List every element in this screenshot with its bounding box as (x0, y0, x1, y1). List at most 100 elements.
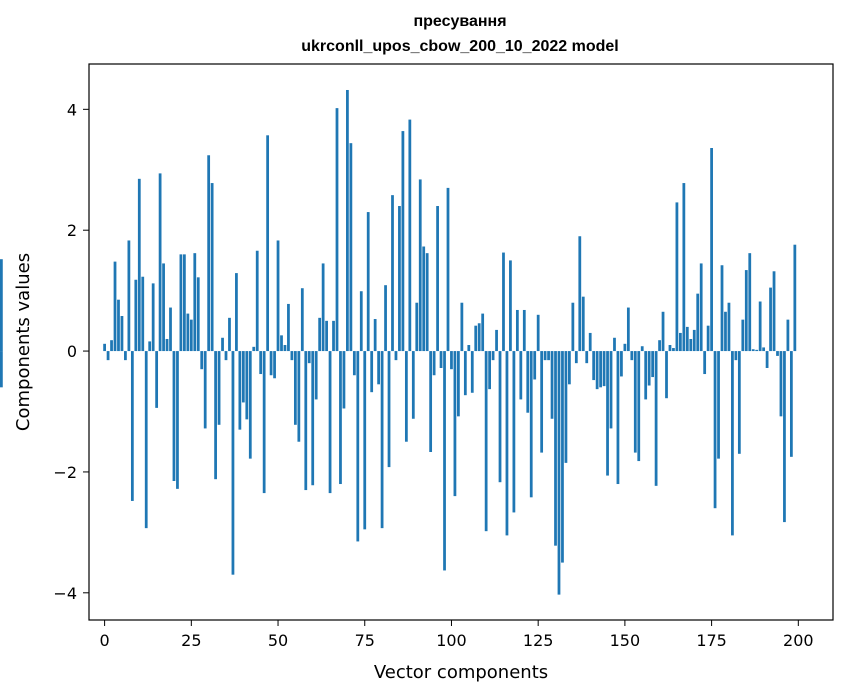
bar (380, 351, 384, 529)
bar (696, 293, 700, 352)
bar (290, 351, 294, 361)
bar (713, 351, 717, 509)
bar (418, 179, 422, 352)
bar (793, 244, 797, 352)
bar (172, 351, 176, 481)
bar (359, 291, 363, 352)
bar (741, 319, 745, 352)
bar (352, 351, 356, 376)
bar (443, 351, 446, 571)
bar (477, 323, 481, 352)
bar (557, 351, 561, 595)
bar (751, 349, 755, 352)
bar (606, 351, 609, 476)
bar (248, 351, 252, 459)
bar (307, 351, 311, 364)
bar (717, 351, 720, 459)
bar (460, 302, 464, 352)
bar (134, 279, 138, 352)
bar (311, 351, 315, 486)
bar (207, 155, 211, 352)
bar (287, 303, 290, 352)
y-axis-label: Components values (13, 253, 34, 431)
bar (522, 309, 526, 352)
bar (599, 351, 602, 388)
bar (273, 351, 276, 379)
y-tick-label: −2 (53, 463, 77, 482)
bar (238, 351, 242, 430)
bar (692, 329, 696, 352)
y-tick-label: −4 (53, 584, 77, 603)
bar (457, 351, 460, 417)
bar (328, 351, 332, 494)
bar (637, 351, 641, 462)
bar (373, 319, 377, 352)
bar (179, 254, 183, 352)
bar (429, 351, 433, 452)
bar (262, 351, 266, 494)
bar (241, 351, 245, 403)
bar (620, 351, 623, 377)
bar (519, 351, 523, 400)
bar (512, 351, 516, 513)
bar (547, 351, 550, 361)
bar (124, 351, 127, 361)
bar (602, 351, 606, 387)
bar (689, 338, 693, 352)
bar (453, 351, 457, 497)
x-tick-label: 75 (355, 631, 375, 650)
bar (151, 283, 155, 352)
bar (293, 351, 297, 425)
bar (130, 351, 134, 501)
bar (644, 351, 648, 400)
bar (210, 183, 214, 352)
bar (515, 309, 519, 352)
bar (106, 351, 110, 361)
bar (408, 119, 412, 352)
bar (235, 273, 238, 352)
bar (339, 351, 342, 485)
bar (592, 351, 596, 381)
bar (436, 206, 439, 352)
x-tick-label: 150 (610, 631, 641, 650)
bar (183, 254, 186, 352)
bar (398, 206, 401, 352)
bar (571, 302, 575, 352)
bar (200, 351, 204, 370)
bar (255, 250, 259, 352)
bar (578, 236, 582, 352)
x-tick-label: 125 (523, 631, 554, 650)
bar (252, 346, 256, 352)
bar (370, 351, 374, 393)
bar (765, 351, 769, 368)
bar (189, 319, 193, 352)
bar (779, 351, 783, 417)
bar (332, 320, 335, 352)
bar (342, 351, 346, 409)
bar (148, 341, 152, 352)
bar (623, 343, 627, 352)
bar (356, 351, 360, 542)
x-tick-label: 200 (783, 631, 814, 650)
bar (276, 240, 280, 352)
bar (474, 325, 478, 352)
bar (526, 351, 530, 413)
bar (568, 351, 571, 385)
plot-frame (88, 63, 834, 621)
bar (682, 183, 686, 352)
x-tick-label: 25 (181, 631, 201, 650)
bar (672, 348, 675, 352)
bar (533, 351, 537, 380)
bar (564, 351, 568, 463)
bar (120, 316, 124, 352)
bar (304, 351, 308, 491)
bar (491, 351, 495, 361)
x-axis-ticks: 0 25 50 75 100 125 150 175 200 (100, 620, 814, 650)
bar (654, 351, 658, 486)
bar (561, 351, 564, 563)
bar (349, 143, 353, 352)
bar (346, 89, 349, 352)
bar (224, 351, 228, 361)
bar (550, 351, 554, 419)
